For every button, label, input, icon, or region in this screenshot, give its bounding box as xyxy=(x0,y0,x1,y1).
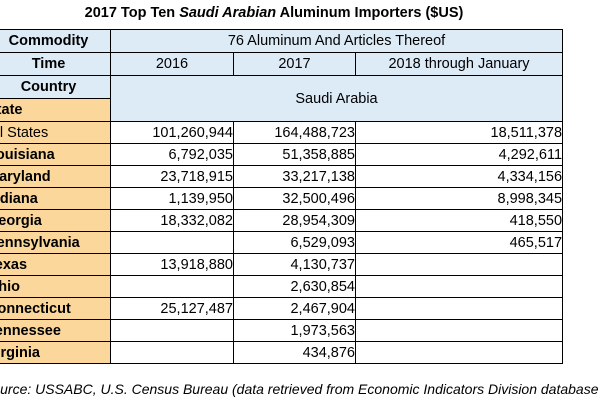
table-row: Ohio 2,630,854 xyxy=(0,275,564,298)
state-header-cell: State xyxy=(0,98,111,122)
value-cell-2017: 4,130,737 xyxy=(233,253,356,276)
state-label-cell: Connecticut xyxy=(0,297,111,320)
table-row: Pennsylvania 6,529,093 465,517 xyxy=(0,231,564,254)
year-2016-cell: 2016 xyxy=(110,52,234,76)
value-cell-2018: 4,334,156 xyxy=(354,165,564,188)
state-label-cell: Georgia xyxy=(0,209,111,232)
value-cell-2018 xyxy=(354,319,564,342)
value-cell-2017: 32,500,496 xyxy=(233,187,356,210)
state-label-cell: Pennsylvania xyxy=(0,231,111,254)
state-label-cell: All States xyxy=(0,121,111,144)
value-cell-2018: 418,550 xyxy=(354,209,564,232)
state-label-cell: Virginia xyxy=(0,341,111,364)
state-label-cell: Maryland xyxy=(0,165,111,188)
year-2017-cell: 2017 xyxy=(233,52,356,76)
value-cell-2017: 51,358,885 xyxy=(233,143,356,166)
time-row: Time 2016 2017 2018 through January xyxy=(0,52,564,76)
state-header-row: State xyxy=(0,98,563,122)
value-cell-2017: 2,467,904 xyxy=(233,297,356,320)
value-cell-2016: 25,127,487 xyxy=(110,297,234,320)
value-cell-2017: 2,630,854 xyxy=(233,275,356,298)
value-cell-2018: 465,517 xyxy=(354,231,564,254)
commodity-header-cell: Commodity xyxy=(0,29,111,53)
value-cell-2016: 13,918,880 xyxy=(110,253,234,276)
title-suffix: Aluminum Importers ($US) xyxy=(276,5,464,21)
year-2018-cell: 2018 through January xyxy=(354,52,564,76)
table-row: Texas 13,918,880 4,130,737 xyxy=(0,253,564,276)
value-cell-2017: 164,488,723 xyxy=(233,121,356,144)
table-row: Louisiana 6,792,035 51,358,885 4,292,611 xyxy=(0,143,564,166)
table-title: 2017 Top Ten Saudi Arabian Aluminum Impo… xyxy=(0,5,562,21)
importers-table: Commodity 76 Aluminum And Articles There… xyxy=(0,29,564,364)
value-cell-2017: 28,954,309 xyxy=(233,209,356,232)
title-emphasis: Saudi Arabian xyxy=(179,5,277,21)
value-cell-2018: 18,511,378 xyxy=(354,121,564,144)
commodity-value-cell: 76 Aluminum And Articles Thereof xyxy=(109,29,564,53)
state-label-cell: Ohio xyxy=(0,275,111,298)
value-cell-2016: 101,260,944 xyxy=(110,121,234,144)
state-label-cell: Indiana xyxy=(0,187,111,210)
value-cell-2016 xyxy=(110,275,234,298)
value-cell-2017: 33,217,138 xyxy=(233,165,356,188)
value-cell-2016: 1,139,950 xyxy=(110,187,234,210)
table-row: All States 101,260,944 164,488,723 18,51… xyxy=(0,121,564,144)
table-row: Connecticut 25,127,487 2,467,904 xyxy=(0,297,564,320)
value-cell-2016 xyxy=(110,319,234,342)
table-row: Maryland 23,718,915 33,217,138 4,334,156 xyxy=(0,165,564,188)
table-row: Georgia 18,332,082 28,954,309 418,550 xyxy=(0,209,564,232)
state-label-cell: Tennessee xyxy=(0,319,111,342)
country-row: Country Saudi Arabia xyxy=(0,75,564,122)
table-row: Virginia 434,876 xyxy=(0,341,564,364)
value-cell-2018 xyxy=(354,275,564,298)
title-prefix: 2017 Top Ten xyxy=(84,5,180,21)
value-cell-2017: 6,529,093 xyxy=(233,231,356,254)
value-cell-2018 xyxy=(354,341,564,364)
time-header-cell: Time xyxy=(0,52,111,76)
value-cell-2016 xyxy=(110,341,234,364)
source-note: Source: USSABC, U.S. Census Bureau (data… xyxy=(0,381,599,397)
commodity-row: Commodity 76 Aluminum And Articles There… xyxy=(0,29,564,53)
value-cell-2017: 434,876 xyxy=(233,341,356,364)
value-cell-2017: 1,973,563 xyxy=(233,319,356,342)
table-row: Indiana 1,139,950 32,500,496 8,998,345 xyxy=(0,187,564,210)
value-cell-2018 xyxy=(354,253,564,276)
country-value-cell: Saudi Arabia xyxy=(109,75,564,122)
value-cell-2018: 4,292,611 xyxy=(354,143,564,166)
state-label-cell: Louisiana xyxy=(0,143,111,166)
value-cell-2018 xyxy=(354,297,564,320)
value-cell-2016 xyxy=(110,231,234,254)
value-cell-2016: 18,332,082 xyxy=(110,209,234,232)
value-cell-2016: 6,792,035 xyxy=(110,143,234,166)
value-cell-2016: 23,718,915 xyxy=(110,165,234,188)
table-row: Tennessee 1,973,563 xyxy=(0,319,564,342)
country-header-cell: Country xyxy=(0,75,111,99)
value-cell-2018: 8,998,345 xyxy=(354,187,564,210)
state-label-cell: Texas xyxy=(0,253,111,276)
